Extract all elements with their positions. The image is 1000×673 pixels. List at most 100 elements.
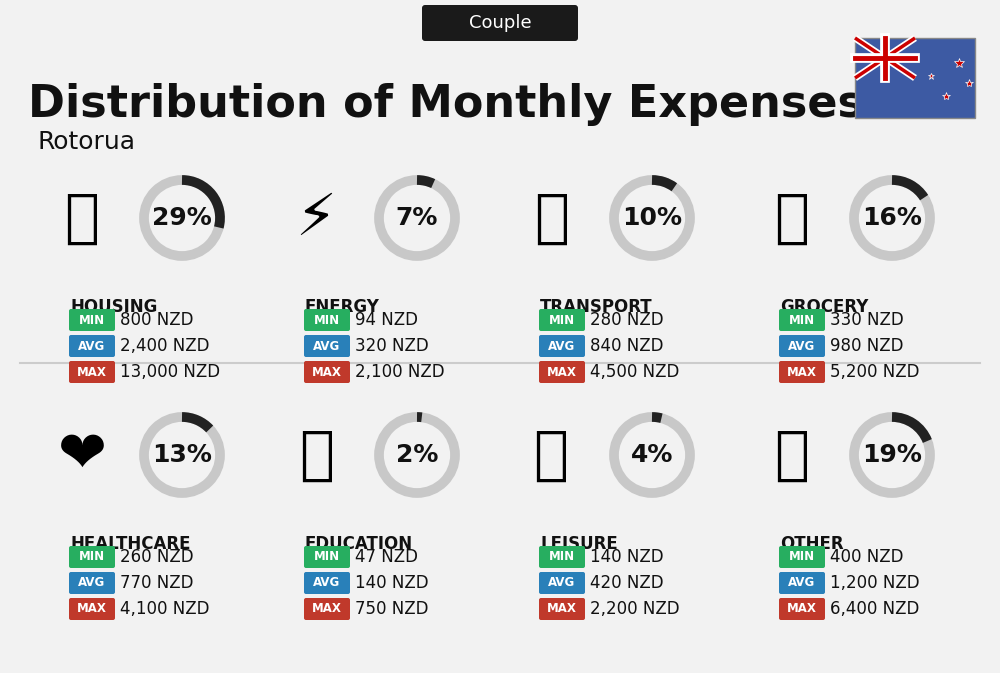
- Text: EDUCATION: EDUCATION: [305, 535, 413, 553]
- FancyBboxPatch shape: [779, 546, 825, 568]
- Text: 2,100 NZD: 2,100 NZD: [355, 363, 445, 381]
- Text: MAX: MAX: [547, 365, 577, 378]
- Text: 750 NZD: 750 NZD: [355, 600, 428, 618]
- Text: MAX: MAX: [312, 365, 342, 378]
- Text: TRANSPORT: TRANSPORT: [540, 298, 653, 316]
- Text: 2,400 NZD: 2,400 NZD: [120, 337, 210, 355]
- Text: 980 NZD: 980 NZD: [830, 337, 904, 355]
- Text: AVG: AVG: [78, 339, 106, 353]
- FancyBboxPatch shape: [304, 335, 350, 357]
- FancyBboxPatch shape: [539, 335, 585, 357]
- Text: MAX: MAX: [787, 365, 817, 378]
- Text: 420 NZD: 420 NZD: [590, 574, 664, 592]
- Text: 7%: 7%: [396, 206, 438, 230]
- Text: MAX: MAX: [547, 602, 577, 616]
- FancyBboxPatch shape: [539, 309, 585, 331]
- Text: 10%: 10%: [622, 206, 682, 230]
- Text: MIN: MIN: [79, 551, 105, 563]
- Text: 94 NZD: 94 NZD: [355, 311, 418, 329]
- Text: 🚌: 🚌: [534, 190, 570, 246]
- Text: MIN: MIN: [549, 551, 575, 563]
- Text: MIN: MIN: [314, 551, 340, 563]
- Text: HOUSING: HOUSING: [70, 298, 157, 316]
- Text: 13%: 13%: [152, 443, 212, 467]
- Text: 4%: 4%: [631, 443, 673, 467]
- Text: 280 NZD: 280 NZD: [590, 311, 664, 329]
- FancyBboxPatch shape: [69, 572, 115, 594]
- Text: 800 NZD: 800 NZD: [120, 311, 194, 329]
- FancyBboxPatch shape: [304, 309, 350, 331]
- FancyBboxPatch shape: [855, 38, 975, 118]
- Text: Rotorua: Rotorua: [38, 130, 136, 154]
- Text: 2%: 2%: [396, 443, 438, 467]
- Text: 260 NZD: 260 NZD: [120, 548, 194, 566]
- Text: 🛍️: 🛍️: [534, 427, 570, 483]
- Text: MIN: MIN: [314, 314, 340, 326]
- Text: 16%: 16%: [862, 206, 922, 230]
- Text: MAX: MAX: [787, 602, 817, 616]
- FancyBboxPatch shape: [69, 546, 115, 568]
- FancyBboxPatch shape: [539, 572, 585, 594]
- FancyBboxPatch shape: [539, 598, 585, 620]
- Text: AVG: AVG: [548, 577, 576, 590]
- Text: GROCERY: GROCERY: [780, 298, 868, 316]
- Text: HEALTHCARE: HEALTHCARE: [70, 535, 190, 553]
- FancyBboxPatch shape: [69, 309, 115, 331]
- Text: ⚡️: ⚡️: [296, 190, 338, 246]
- FancyBboxPatch shape: [779, 572, 825, 594]
- Text: 770 NZD: 770 NZD: [120, 574, 194, 592]
- Text: AVG: AVG: [548, 339, 576, 353]
- FancyBboxPatch shape: [69, 335, 115, 357]
- Text: OTHER: OTHER: [780, 535, 844, 553]
- Text: 840 NZD: 840 NZD: [590, 337, 664, 355]
- Text: MAX: MAX: [77, 602, 107, 616]
- FancyBboxPatch shape: [779, 361, 825, 383]
- Text: 320 NZD: 320 NZD: [355, 337, 429, 355]
- Text: 💰: 💰: [774, 427, 810, 483]
- Text: AVG: AVG: [78, 577, 106, 590]
- Text: 47 NZD: 47 NZD: [355, 548, 418, 566]
- FancyBboxPatch shape: [779, 335, 825, 357]
- Text: Couple: Couple: [469, 14, 531, 32]
- Text: 6,400 NZD: 6,400 NZD: [830, 600, 919, 618]
- Text: 4,500 NZD: 4,500 NZD: [590, 363, 679, 381]
- Text: Distribution of Monthly Expenses: Distribution of Monthly Expenses: [28, 83, 864, 126]
- Text: 29%: 29%: [152, 206, 212, 230]
- Text: AVG: AVG: [313, 577, 341, 590]
- Text: 1,200 NZD: 1,200 NZD: [830, 574, 920, 592]
- Text: MIN: MIN: [79, 314, 105, 326]
- Text: MAX: MAX: [77, 365, 107, 378]
- Text: AVG: AVG: [788, 577, 816, 590]
- Text: MIN: MIN: [549, 314, 575, 326]
- FancyBboxPatch shape: [304, 361, 350, 383]
- Text: 140 NZD: 140 NZD: [590, 548, 664, 566]
- FancyBboxPatch shape: [779, 309, 825, 331]
- Text: MAX: MAX: [312, 602, 342, 616]
- Text: ENERGY: ENERGY: [305, 298, 380, 316]
- Text: 13,000 NZD: 13,000 NZD: [120, 363, 220, 381]
- Text: 330 NZD: 330 NZD: [830, 311, 904, 329]
- Text: 5,200 NZD: 5,200 NZD: [830, 363, 920, 381]
- FancyBboxPatch shape: [422, 5, 578, 41]
- Text: MIN: MIN: [789, 551, 815, 563]
- FancyBboxPatch shape: [304, 546, 350, 568]
- Text: 2,200 NZD: 2,200 NZD: [590, 600, 680, 618]
- Text: LEISURE: LEISURE: [540, 535, 618, 553]
- FancyBboxPatch shape: [304, 598, 350, 620]
- Text: 🛒: 🛒: [774, 190, 810, 246]
- FancyBboxPatch shape: [69, 361, 115, 383]
- Text: 140 NZD: 140 NZD: [355, 574, 429, 592]
- Text: ❤️: ❤️: [58, 427, 106, 483]
- Text: 🎓: 🎓: [300, 427, 334, 483]
- Text: AVG: AVG: [788, 339, 816, 353]
- FancyBboxPatch shape: [304, 572, 350, 594]
- Text: AVG: AVG: [313, 339, 341, 353]
- Text: 🏢: 🏢: [64, 190, 100, 246]
- Text: 19%: 19%: [862, 443, 922, 467]
- Text: 400 NZD: 400 NZD: [830, 548, 904, 566]
- Text: 4,100 NZD: 4,100 NZD: [120, 600, 210, 618]
- FancyBboxPatch shape: [539, 546, 585, 568]
- FancyBboxPatch shape: [69, 598, 115, 620]
- Text: MIN: MIN: [789, 314, 815, 326]
- FancyBboxPatch shape: [539, 361, 585, 383]
